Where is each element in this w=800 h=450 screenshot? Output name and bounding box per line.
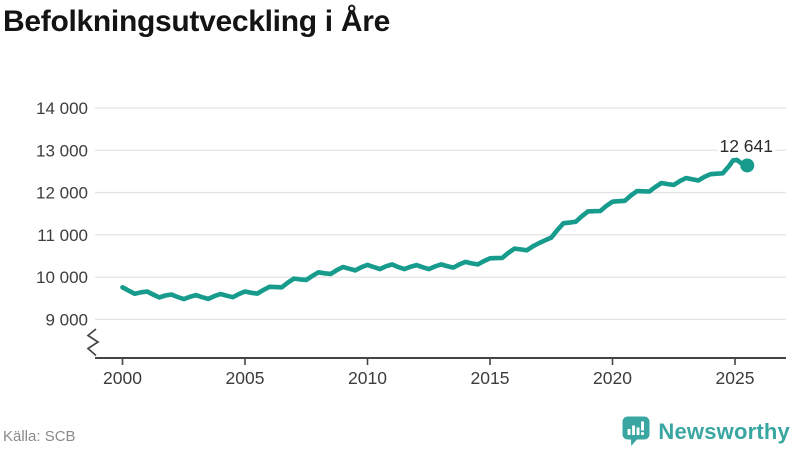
y-axis-tick-label: 10 000 <box>36 268 88 287</box>
y-axis-tick-label: 13 000 <box>36 141 88 160</box>
page-title: Befolkningsutveckling i Åre <box>3 5 390 38</box>
x-axis-tick-label: 2015 <box>471 368 510 388</box>
newsworthy-badge-icon <box>622 416 650 446</box>
x-axis-tick-label: 2020 <box>593 368 632 388</box>
source-label: Källa: SCB <box>3 428 76 445</box>
population-line <box>120 157 750 302</box>
end-point-dot <box>740 158 755 173</box>
x-axis-tick-label: 2005 <box>226 368 265 388</box>
x-axis-tick-label: 2000 <box>103 368 142 388</box>
newsworthy-wordmark: Newsworthy <box>658 418 790 444</box>
y-axis-tick-label: 9 000 <box>45 310 88 329</box>
y-axis-tick-label: 14 000 <box>36 99 88 118</box>
y-axis-tick-label: 12 000 <box>36 184 88 203</box>
newsworthy-logo: Newsworthy <box>622 416 790 447</box>
x-axis-tick-label: 2025 <box>716 368 755 388</box>
end-value-label: 12 641 <box>719 136 773 156</box>
y-axis-tick-label: 11 000 <box>37 226 88 245</box>
axis-break-icon <box>86 328 100 357</box>
x-axis-tick-label: 2010 <box>348 368 387 388</box>
